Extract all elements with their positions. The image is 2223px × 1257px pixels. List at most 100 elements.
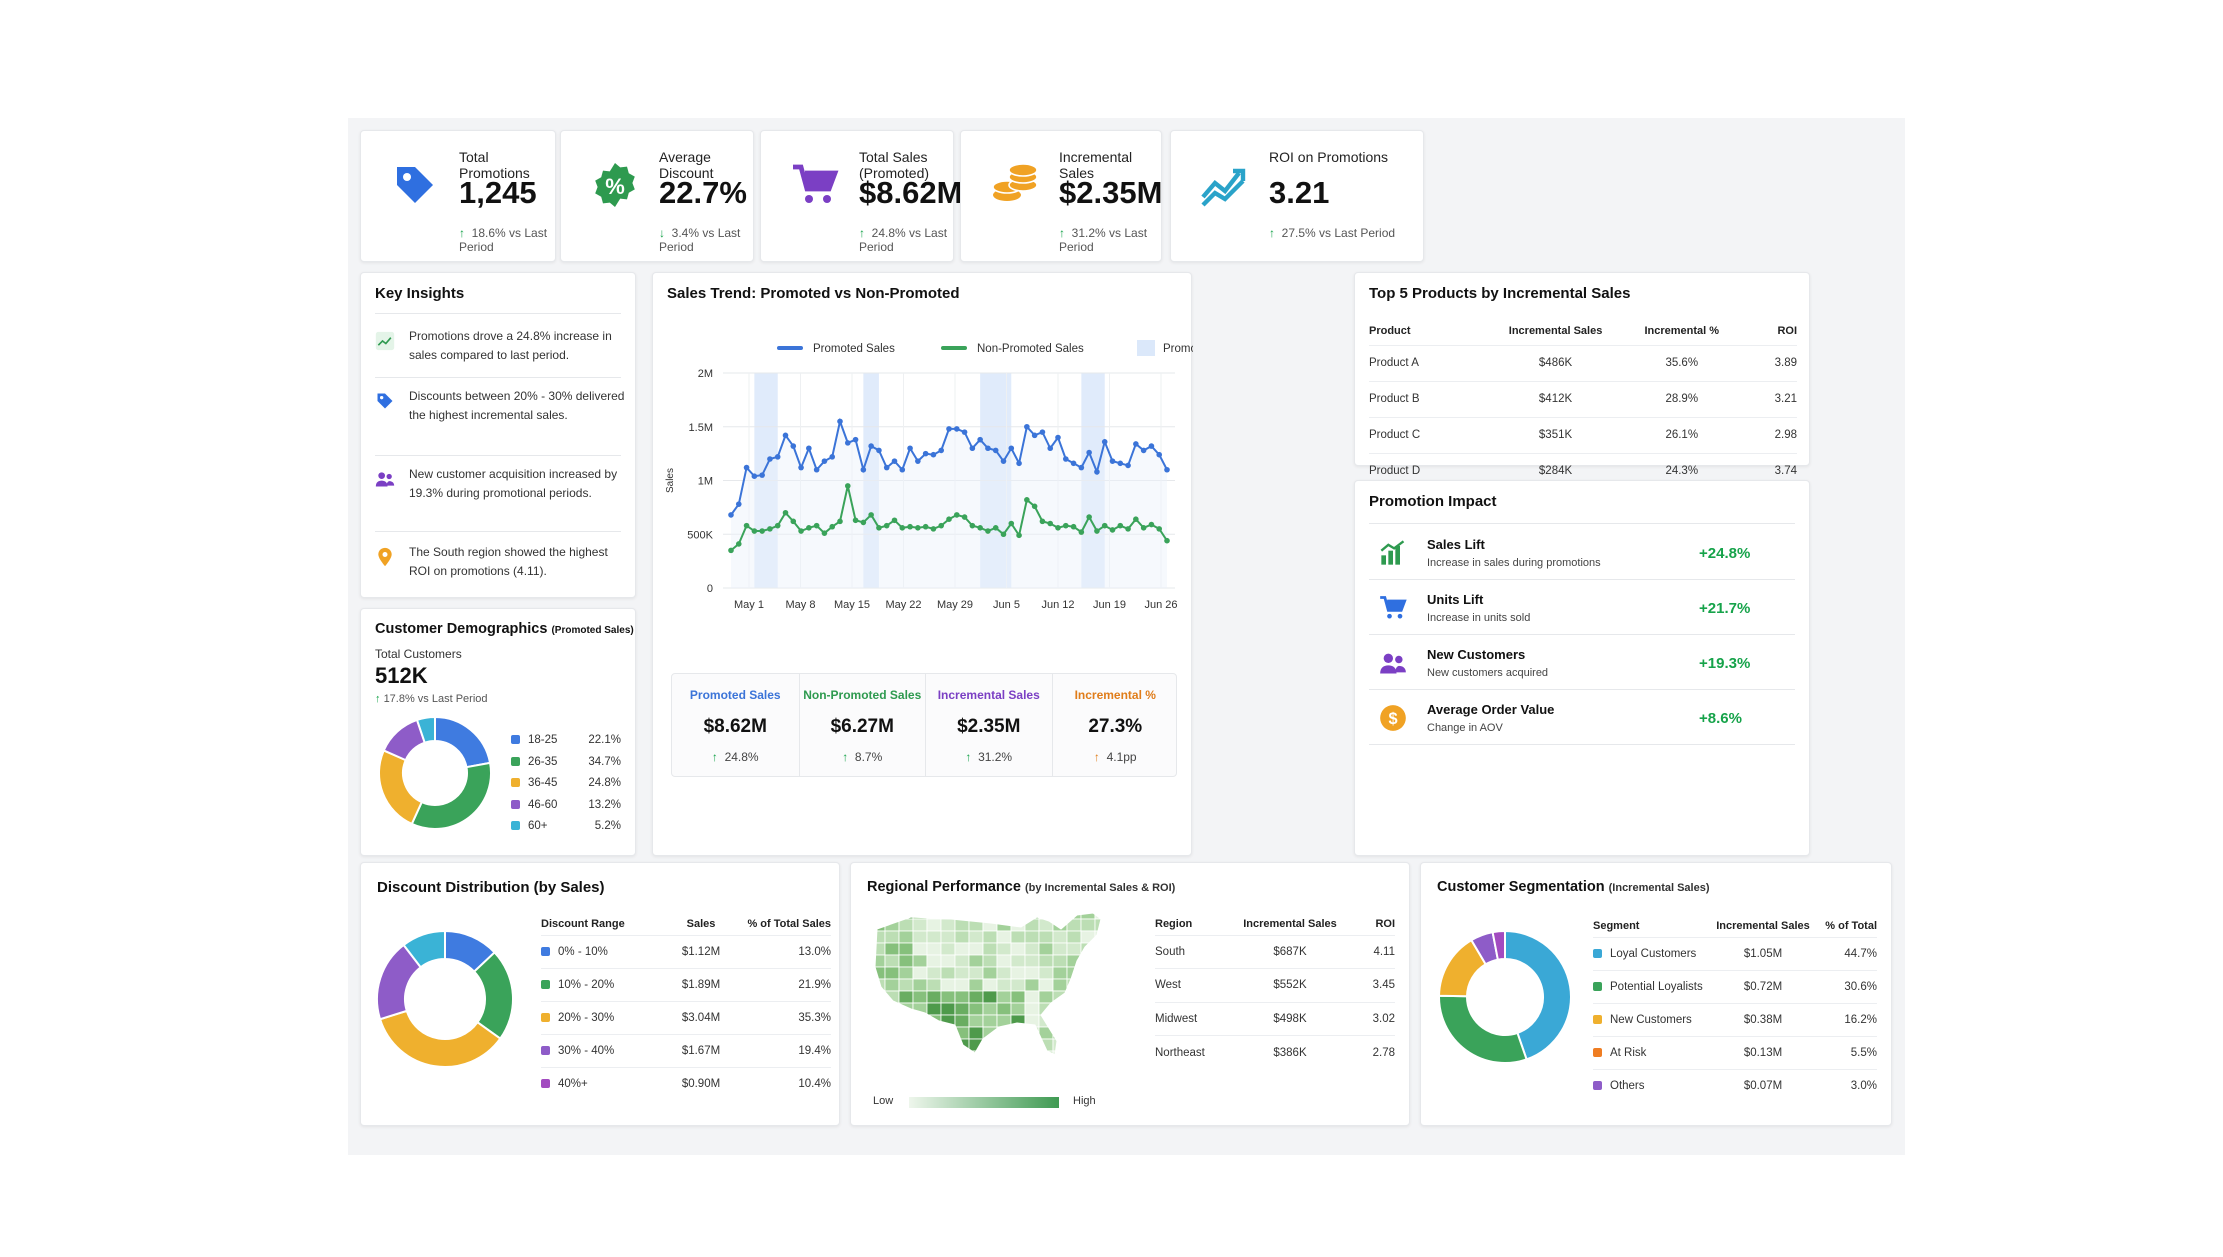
- map-region: [1010, 1002, 1026, 1016]
- column-header: Region: [1155, 917, 1193, 930]
- map-region: [884, 913, 900, 920]
- regional-performance-card: Regional Performance (by Incremental Sal…: [850, 862, 1410, 1126]
- trend-up-icon: [375, 331, 397, 353]
- demographics-slice-1: [434, 715, 492, 769]
- map-region: [875, 913, 886, 920]
- map-region: [912, 954, 928, 968]
- impact-item: $ Average Order Value Change in AOV +8.6%: [1369, 690, 1795, 745]
- demographics-title: Customer Demographics: [375, 621, 548, 637]
- map-region: [982, 918, 998, 932]
- map-region: [940, 978, 956, 992]
- kpi-label: Total Sales (Promoted): [859, 149, 930, 181]
- promoted-point: [899, 466, 906, 473]
- kpi-label: Incremental Sales: [1059, 149, 1133, 181]
- table-cell: 3.02: [1345, 1001, 1395, 1036]
- table-cell: Others: [1593, 1068, 1713, 1102]
- map-region: [940, 1038, 956, 1052]
- insight-item: Discounts between 20% - 30% delivered th…: [375, 387, 625, 425]
- promoted-point: [1024, 423, 1030, 430]
- promoted-point: [992, 447, 999, 454]
- map-region: [954, 1050, 970, 1055]
- map-region: [926, 1050, 942, 1055]
- map-color-scale: [909, 1097, 1059, 1108]
- map-region: [982, 1038, 998, 1052]
- non-promoted-point: [899, 525, 906, 531]
- us-map: [874, 912, 1102, 1056]
- kpi-card-4: Incremental Sales $2.35M ↑ 31.2% vs Last P…: [960, 130, 1162, 262]
- map-region: [954, 930, 970, 944]
- table-row: Product B $412K 28.9% 3.21: [1369, 380, 1797, 417]
- map-region: [926, 913, 942, 920]
- map-region: [898, 1026, 914, 1040]
- non-promoted-point: [821, 530, 828, 536]
- map-region: [1052, 954, 1068, 968]
- column-header: Discount Range: [541, 917, 625, 930]
- table-row: 0% - 10% $1.12M 13.0%: [541, 934, 831, 968]
- table-cell: $687K: [1235, 934, 1345, 969]
- non-promoted-point: [1125, 526, 1131, 532]
- non-promoted-point: [1016, 532, 1022, 539]
- summary-label: Incremental %: [1074, 688, 1156, 702]
- map-region: [982, 913, 998, 920]
- column-header: Incremental Sales: [1243, 917, 1337, 930]
- table-row: South $687K 4.11: [1155, 934, 1395, 969]
- x-tick-label: May 1: [734, 599, 764, 611]
- map-region: [954, 1014, 970, 1028]
- promoted-area: [731, 421, 1167, 588]
- table-cell: 21.9%: [741, 967, 831, 1001]
- table-cell: Potential Loyalists: [1593, 969, 1713, 1003]
- map-region: [898, 1014, 914, 1028]
- promoted-point: [1164, 466, 1170, 473]
- users-icon: [1379, 649, 1407, 677]
- table-cell: 20% - 30%: [541, 1000, 661, 1034]
- map-region: [1038, 978, 1054, 992]
- summary-value: $2.35M: [957, 716, 1021, 737]
- summary-value: 27.3%: [1088, 716, 1143, 737]
- map-region: [982, 1050, 998, 1055]
- impact-title: New Customers: [1427, 647, 1526, 662]
- table-cell: $0.07M: [1713, 1068, 1813, 1102]
- promoted-point: [1000, 458, 1007, 464]
- impact-title: Average Order Value: [1427, 702, 1555, 717]
- table-cell: 0% - 10%: [541, 934, 661, 968]
- demographics-legend-item: 46-60 13.2%: [511, 799, 621, 811]
- non-promoted-point: [1140, 525, 1147, 531]
- total-customers-value: 512K: [375, 663, 428, 688]
- cart-icon: [791, 161, 839, 209]
- x-tick-label: May 22: [885, 599, 921, 611]
- kpi-change: ↑ 27.5% vs Last Period: [1269, 226, 1396, 240]
- map-region: [954, 1002, 970, 1016]
- map-region: [1094, 954, 1101, 968]
- table-cell: 3.89: [1742, 344, 1797, 381]
- map-region: [1010, 930, 1026, 944]
- promoted-point: [1109, 458, 1116, 464]
- map-region: [1052, 913, 1068, 920]
- promoted-point: [953, 426, 960, 432]
- map-region: [1052, 930, 1068, 944]
- map-region: [982, 966, 998, 980]
- map-region: [1094, 1038, 1101, 1052]
- map-region: [996, 978, 1012, 992]
- map-region: [968, 966, 984, 980]
- map-region: [1010, 918, 1026, 932]
- map-region: [1038, 954, 1054, 968]
- map-region: [1010, 913, 1026, 920]
- y-tick-label: 1M: [698, 476, 713, 488]
- promoted-point: [1133, 441, 1139, 447]
- non-promoted-point: [1109, 527, 1116, 533]
- non-promoted-point: [751, 528, 758, 534]
- map-region: [982, 942, 998, 956]
- table-cell: $1.89M: [661, 967, 741, 1001]
- table-row: 20% - 30% $3.04M 35.3%: [541, 1000, 831, 1034]
- map-region: [1094, 1050, 1101, 1055]
- promoted-point: [1117, 460, 1124, 467]
- table-row: Northeast $386K 2.78: [1155, 1035, 1395, 1069]
- map-region: [940, 930, 956, 944]
- map-region: [940, 1014, 956, 1028]
- table-row: Product C $351K 26.1% 2.98: [1369, 416, 1797, 453]
- impact-subtitle: Change in AOV: [1427, 722, 1503, 734]
- map-region: [926, 1002, 942, 1016]
- map-region: [1010, 1038, 1026, 1052]
- map-region: [1080, 990, 1096, 1004]
- demographics-subtitle: (Promoted Sales): [551, 625, 634, 636]
